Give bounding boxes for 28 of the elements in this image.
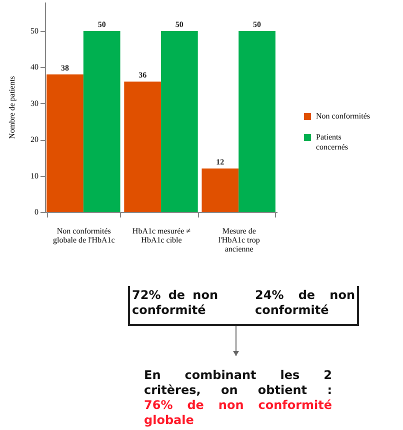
y-tick-label: 20 <box>30 135 38 144</box>
y-tick-label: 40 <box>30 62 38 72</box>
bar <box>238 30 276 212</box>
data-label: 38 <box>60 63 69 72</box>
data-label: 50 <box>175 20 184 29</box>
data-label: 36 <box>138 70 147 80</box>
bar <box>46 74 84 212</box>
x-tick-label: Mesure de l'HbA1c trop ancienne <box>218 226 260 254</box>
bar <box>124 82 161 212</box>
text: 76% de non conformité globale <box>144 398 332 428</box>
bar <box>161 30 198 212</box>
text: 72% de non conformité <box>132 288 218 318</box>
y-tick-label: 50 <box>30 26 38 36</box>
data-label: 50 <box>253 20 262 29</box>
y-tick-label: 10 <box>30 171 38 180</box>
legend-label: Non conformités <box>316 112 370 120</box>
bar <box>83 30 120 212</box>
y-tick-label: 0 <box>34 208 38 216</box>
y-tick-label: 30 <box>30 98 38 108</box>
x-tick-label: Non conformités globale de l'HbA1c <box>52 226 116 244</box>
x-tick-label: HbA1c mesurée ≠ HbA1c cible <box>132 226 192 244</box>
y-axis-title: Nombre de patients <box>8 76 16 139</box>
text: En combinant les 2 critères, on obtient : <box>144 368 332 398</box>
legend-label: Patients concernés <box>316 132 348 152</box>
text: 24% de non conformité <box>255 288 355 318</box>
data-label: 50 <box>98 20 106 29</box>
data-label: 12 <box>216 158 224 167</box>
bar <box>202 168 239 212</box>
